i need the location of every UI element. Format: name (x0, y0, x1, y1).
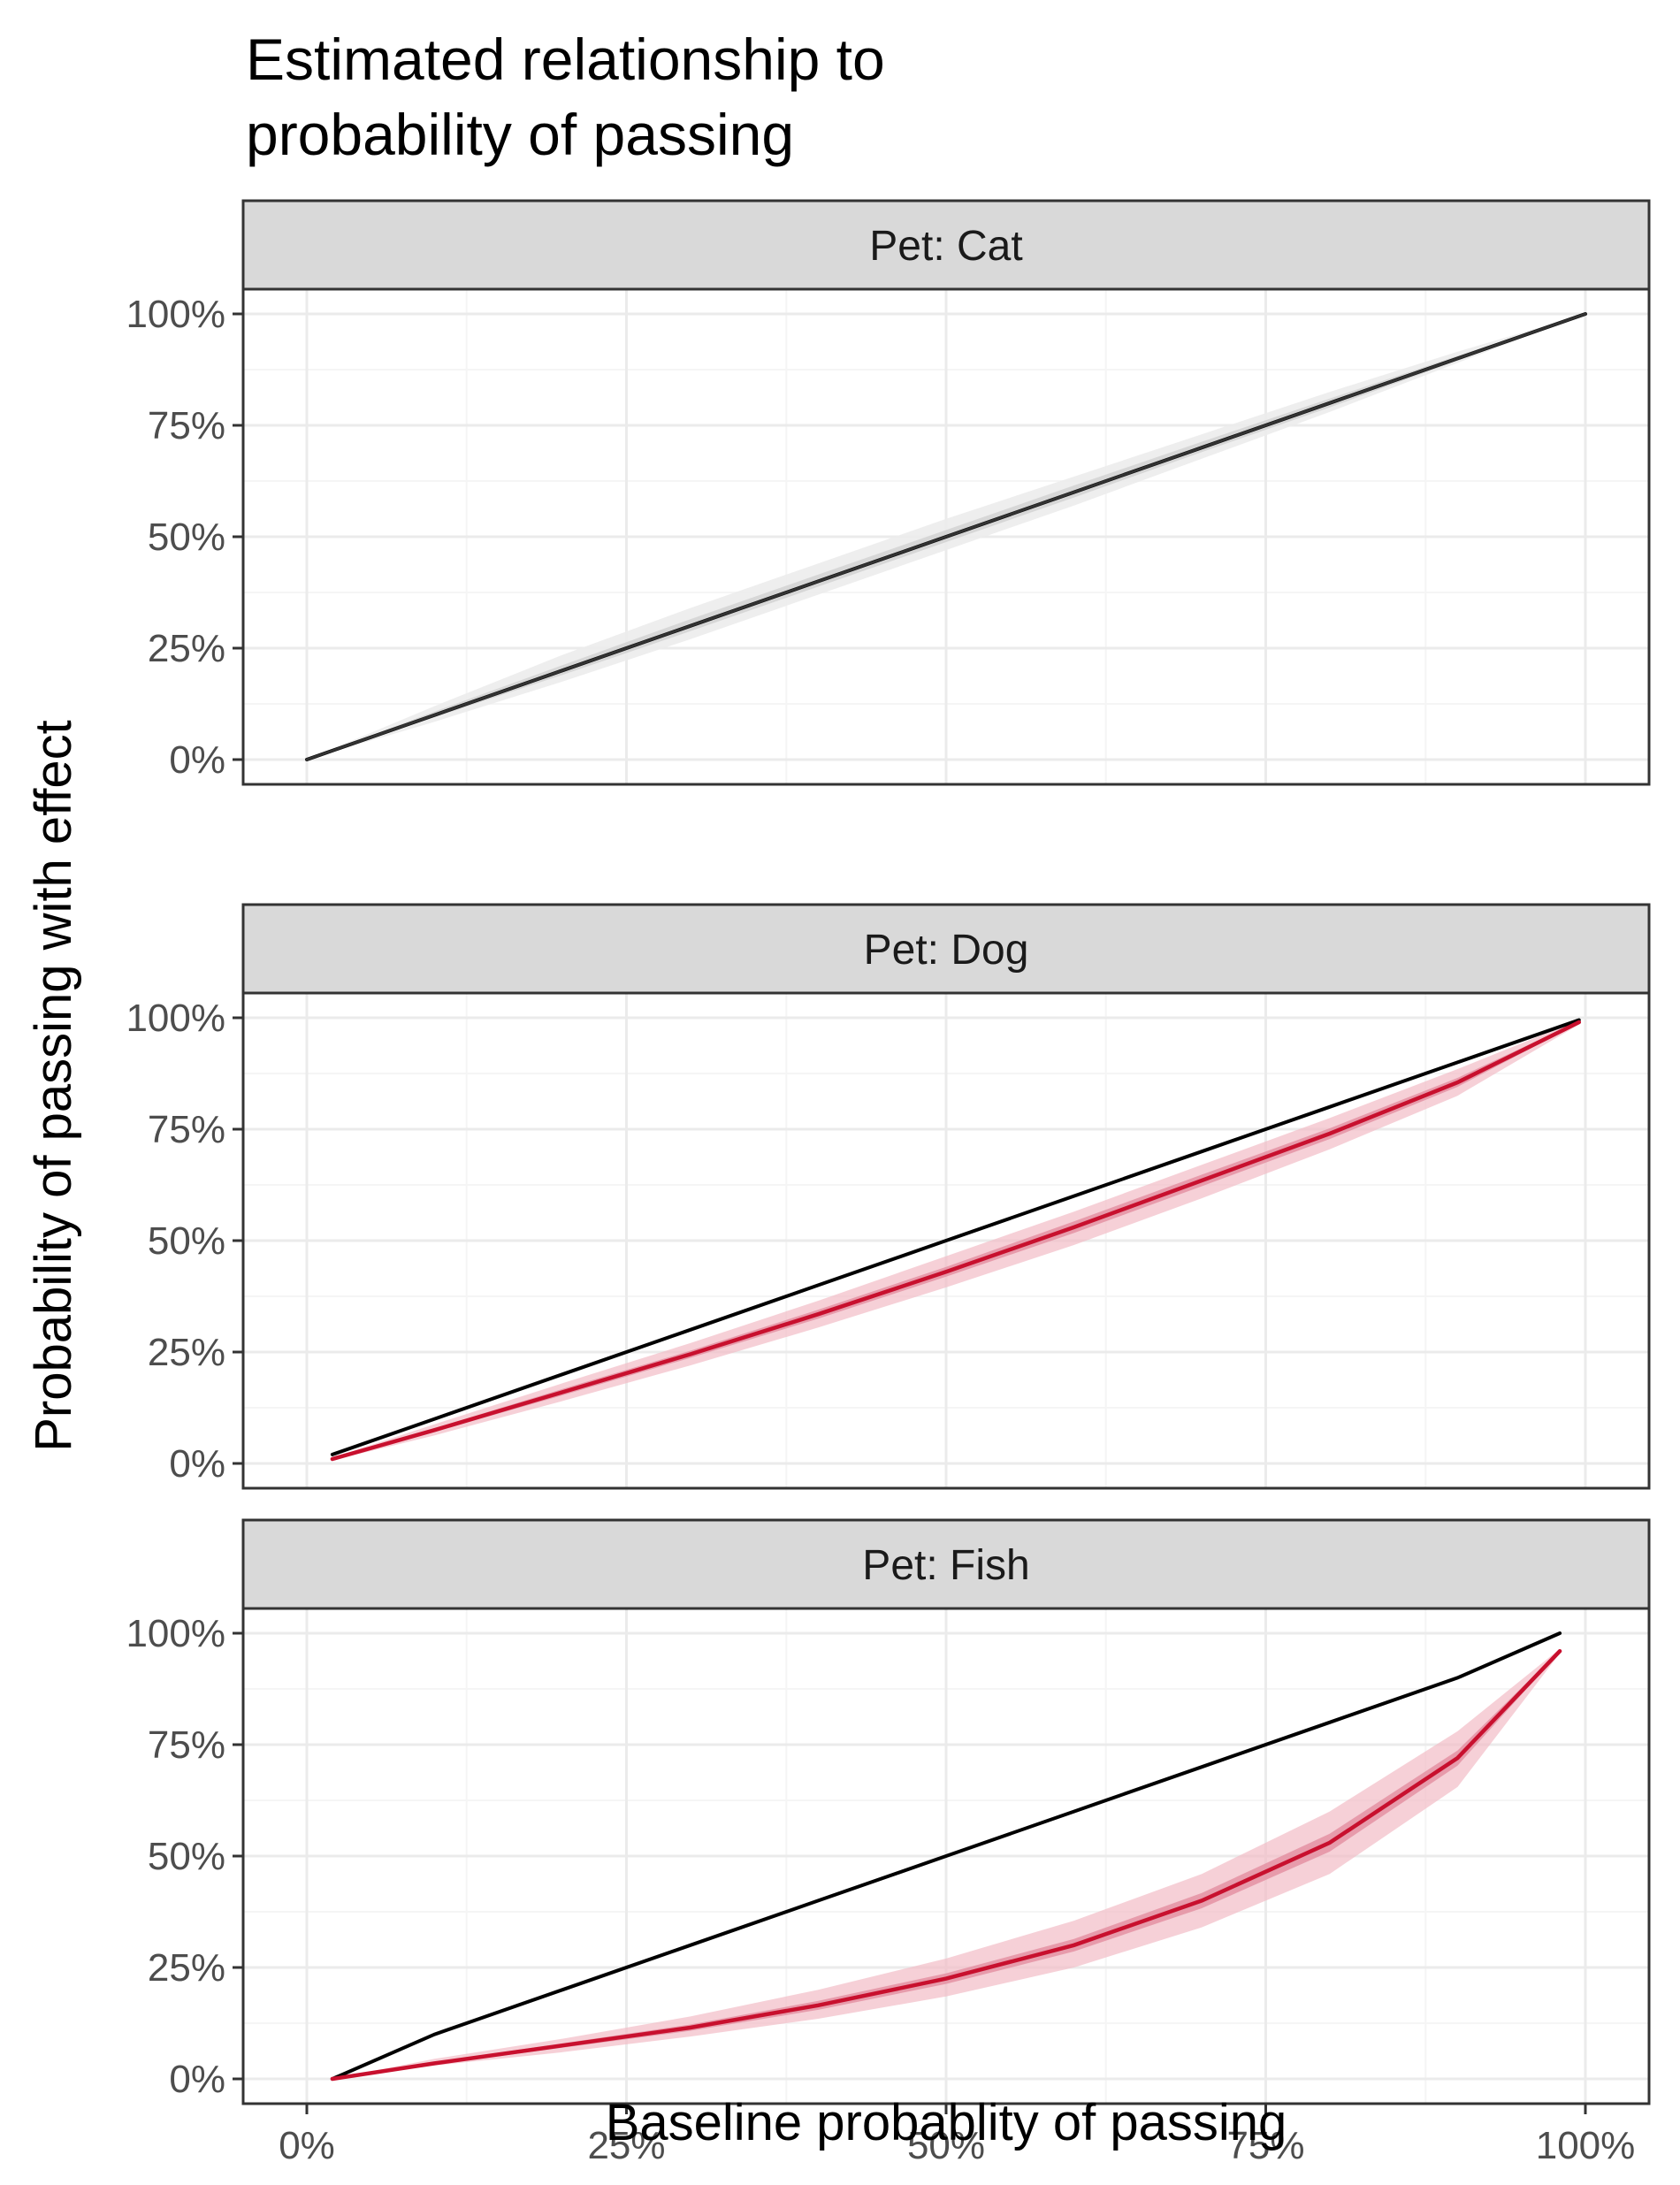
facet-panels: Pet: Cat 0% 25% 50% 75% 100% Pet: Dog 0% 25% 50% 7… (126, 201, 1649, 2104)
y-tick-label: 25% (148, 627, 225, 670)
y-tick-label: 0% (169, 1442, 225, 1486)
y-tick-label: 75% (148, 1723, 225, 1767)
x-tick-label: 100% (1536, 2124, 1636, 2167)
x-axis-title: Baseline probablity of passing (606, 2094, 1287, 2151)
y-tick-label: 75% (148, 404, 225, 447)
facet-strip-label: Pet: Cat (869, 223, 1022, 270)
facet-panel: Pet: Fish 0% 25% 50% 75% 100% (126, 1520, 1649, 2104)
y-tick-label: 0% (169, 738, 225, 782)
y-tick-label: 100% (126, 997, 225, 1040)
y-tick-label: 75% (148, 1108, 225, 1151)
facet-strip-label: Pet: Fish (862, 1542, 1029, 1589)
chart-title-line: Estimated relationship to (246, 27, 885, 92)
y-axis-title: Probability of passing with effect (25, 720, 82, 1452)
facet-panel: Pet: Dog 0% 25% 50% 75% 100% (126, 905, 1649, 1488)
y-tick-label: 100% (126, 1612, 225, 1655)
facet-panel: Pet: Cat 0% 25% 50% 75% 100% (126, 201, 1649, 784)
chart-title: Estimated relationship to probability of … (246, 27, 885, 167)
y-tick-label: 0% (169, 2058, 225, 2101)
y-tick-label: 50% (148, 1835, 225, 1878)
chart-title-line: probability of passing (246, 102, 794, 167)
y-tick-label: 50% (148, 516, 225, 559)
facet-strip-label: Pet: Dog (864, 927, 1029, 974)
y-tick-label: 25% (148, 1331, 225, 1374)
y-tick-label: 100% (126, 293, 225, 336)
x-tick-label: 0% (279, 2124, 335, 2167)
y-tick-label: 25% (148, 1946, 225, 1990)
y-tick-label: 50% (148, 1219, 225, 1263)
